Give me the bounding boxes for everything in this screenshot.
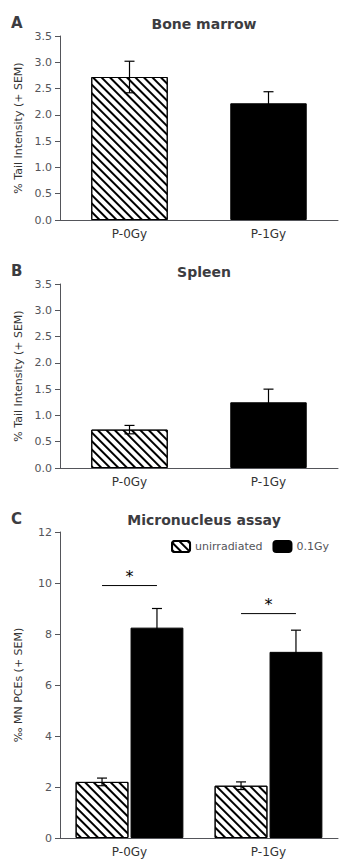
svg-text:P-0Gy: P-0Gy: [112, 227, 147, 241]
svg-text:‰ MN PCEs (+ SEM): ‰ MN PCEs (+ SEM): [12, 628, 25, 743]
svg-text:2.0: 2.0: [35, 356, 53, 369]
svg-text:P-0Gy: P-0Gy: [112, 845, 147, 859]
svg-text:1.0: 1.0: [35, 161, 53, 174]
svg-text:P-1Gy: P-1Gy: [251, 475, 286, 489]
svg-text:unirradiated: unirradiated: [195, 540, 262, 553]
svg-text:0.5: 0.5: [35, 435, 53, 448]
svg-text:0.0: 0.0: [35, 214, 53, 227]
svg-text:0.1Gy: 0.1Gy: [296, 540, 329, 553]
svg-text:2: 2: [45, 781, 52, 794]
svg-text:2.5: 2.5: [35, 330, 53, 343]
svg-text:P-1Gy: P-1Gy: [251, 227, 286, 241]
svg-text:C: C: [11, 510, 22, 528]
svg-text:3.0: 3.0: [35, 56, 53, 69]
svg-text:*: *: [265, 595, 273, 614]
svg-text:Spleen: Spleen: [177, 264, 231, 280]
svg-text:2.0: 2.0: [35, 108, 53, 121]
svg-text:2.5: 2.5: [35, 82, 53, 95]
svg-text:Bone marrow: Bone marrow: [151, 16, 256, 32]
svg-text:0: 0: [45, 832, 52, 845]
svg-text:A: A: [11, 14, 23, 32]
svg-text:P-0Gy: P-0Gy: [112, 475, 147, 489]
svg-text:P-1Gy: P-1Gy: [251, 845, 286, 859]
svg-text:12: 12: [38, 526, 52, 539]
svg-text:3.5: 3.5: [35, 278, 53, 291]
svg-text:% Tail Intensity (+ SEM): % Tail Intensity (+ SEM): [12, 62, 25, 193]
svg-text:0.0: 0.0: [35, 462, 53, 475]
svg-text:0.5: 0.5: [35, 187, 53, 200]
svg-text:1.5: 1.5: [35, 383, 53, 396]
svg-text:B: B: [11, 262, 22, 280]
svg-text:4: 4: [45, 730, 52, 743]
svg-text:3.5: 3.5: [35, 30, 53, 43]
svg-text:8: 8: [45, 628, 52, 641]
svg-text:1.5: 1.5: [35, 135, 53, 148]
svg-text:3.0: 3.0: [35, 304, 53, 317]
svg-text:6: 6: [45, 679, 52, 692]
svg-text:Micronucleus assay: Micronucleus assay: [127, 512, 281, 528]
svg-text:10: 10: [38, 577, 52, 590]
svg-text:*: *: [126, 567, 134, 586]
svg-text:1.0: 1.0: [35, 409, 53, 422]
svg-text:% Tail Intensity (+ SEM): % Tail Intensity (+ SEM): [12, 310, 25, 441]
